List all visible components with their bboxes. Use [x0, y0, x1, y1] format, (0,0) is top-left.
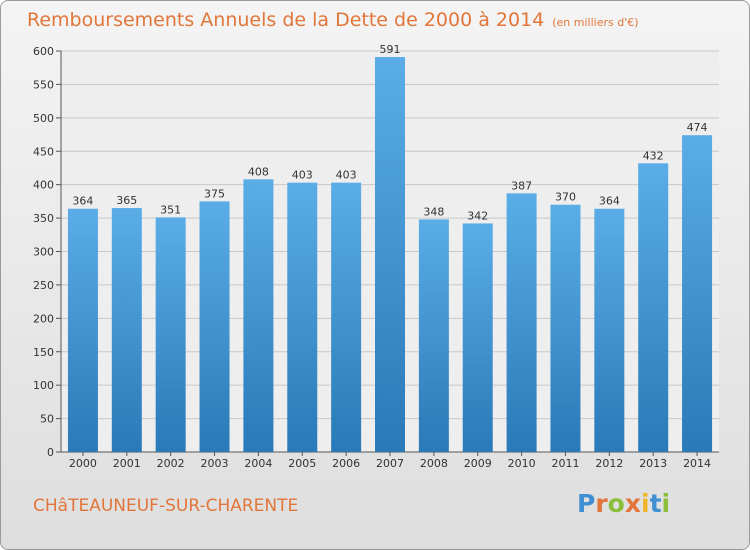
bar	[550, 204, 581, 452]
bar	[682, 135, 713, 452]
x-tick-label: 2009	[464, 457, 492, 470]
bar	[243, 179, 274, 452]
city-name: CHâTEAUNEUF-SUR-CHARENTE	[33, 496, 299, 516]
proxiti-logo[interactable]: Proxiti	[577, 489, 671, 518]
y-tick-label: 550	[33, 78, 54, 91]
y-tick-label: 0	[47, 446, 54, 459]
data-label: 403	[292, 169, 313, 182]
data-label: 474	[687, 121, 708, 134]
data-label: 375	[204, 187, 225, 200]
data-label: 364	[599, 195, 620, 208]
x-tick-label: 2006	[332, 457, 360, 470]
y-tick-label: 150	[33, 346, 54, 359]
bar	[111, 208, 142, 452]
chart-title: Remboursements Annuels de la Dette de 20…	[27, 9, 639, 31]
y-tick-label: 500	[33, 112, 54, 125]
data-label: 364	[72, 195, 93, 208]
x-tick-label: 2005	[288, 457, 316, 470]
data-label: 348	[423, 205, 444, 218]
data-label: 591	[380, 43, 401, 56]
x-tick-label: 2012	[595, 457, 623, 470]
chart-subtitle: (en milliers d'€)	[552, 16, 639, 29]
x-tick-label: 2008	[420, 457, 448, 470]
x-tick-label: 2007	[376, 457, 404, 470]
bar	[638, 163, 669, 452]
y-tick-label: 50	[40, 413, 54, 426]
bar	[287, 182, 318, 452]
x-tick-label: 2003	[201, 457, 229, 470]
y-tick-label: 250	[33, 279, 54, 292]
y-tick-label: 300	[33, 246, 54, 259]
bar	[67, 208, 98, 452]
y-tick-label: 450	[33, 145, 54, 158]
data-label: 432	[643, 149, 664, 162]
x-tick-label: 2004	[244, 457, 272, 470]
bar	[418, 219, 449, 452]
x-tick-label: 2014	[683, 457, 711, 470]
data-label: 408	[248, 165, 269, 178]
y-tick-label: 350	[33, 212, 54, 225]
y-tick-label: 100	[33, 379, 54, 392]
x-tick-label: 2001	[113, 457, 141, 470]
data-label: 342	[467, 209, 488, 222]
bar	[462, 223, 493, 452]
data-label: 365	[116, 194, 137, 207]
bar	[506, 193, 537, 453]
bar	[331, 182, 362, 452]
data-label: 387	[511, 179, 532, 192]
data-label: 351	[160, 203, 181, 216]
chart-title-text: Remboursements Annuels de la Dette de 20…	[27, 9, 545, 31]
bar	[155, 217, 186, 452]
y-tick-label: 400	[33, 179, 54, 192]
x-tick-label: 2002	[157, 457, 185, 470]
y-tick-label: 600	[33, 45, 54, 58]
data-label: 403	[336, 169, 357, 182]
bar	[594, 208, 625, 452]
data-label: 370	[555, 191, 576, 204]
x-tick-label: 2013	[639, 457, 667, 470]
bar	[199, 201, 230, 452]
bar	[375, 57, 405, 452]
y-tick-label: 200	[33, 312, 54, 325]
x-tick-label: 2010	[508, 457, 536, 470]
x-tick-label: 2000	[69, 457, 97, 470]
x-tick-label: 2011	[551, 457, 579, 470]
